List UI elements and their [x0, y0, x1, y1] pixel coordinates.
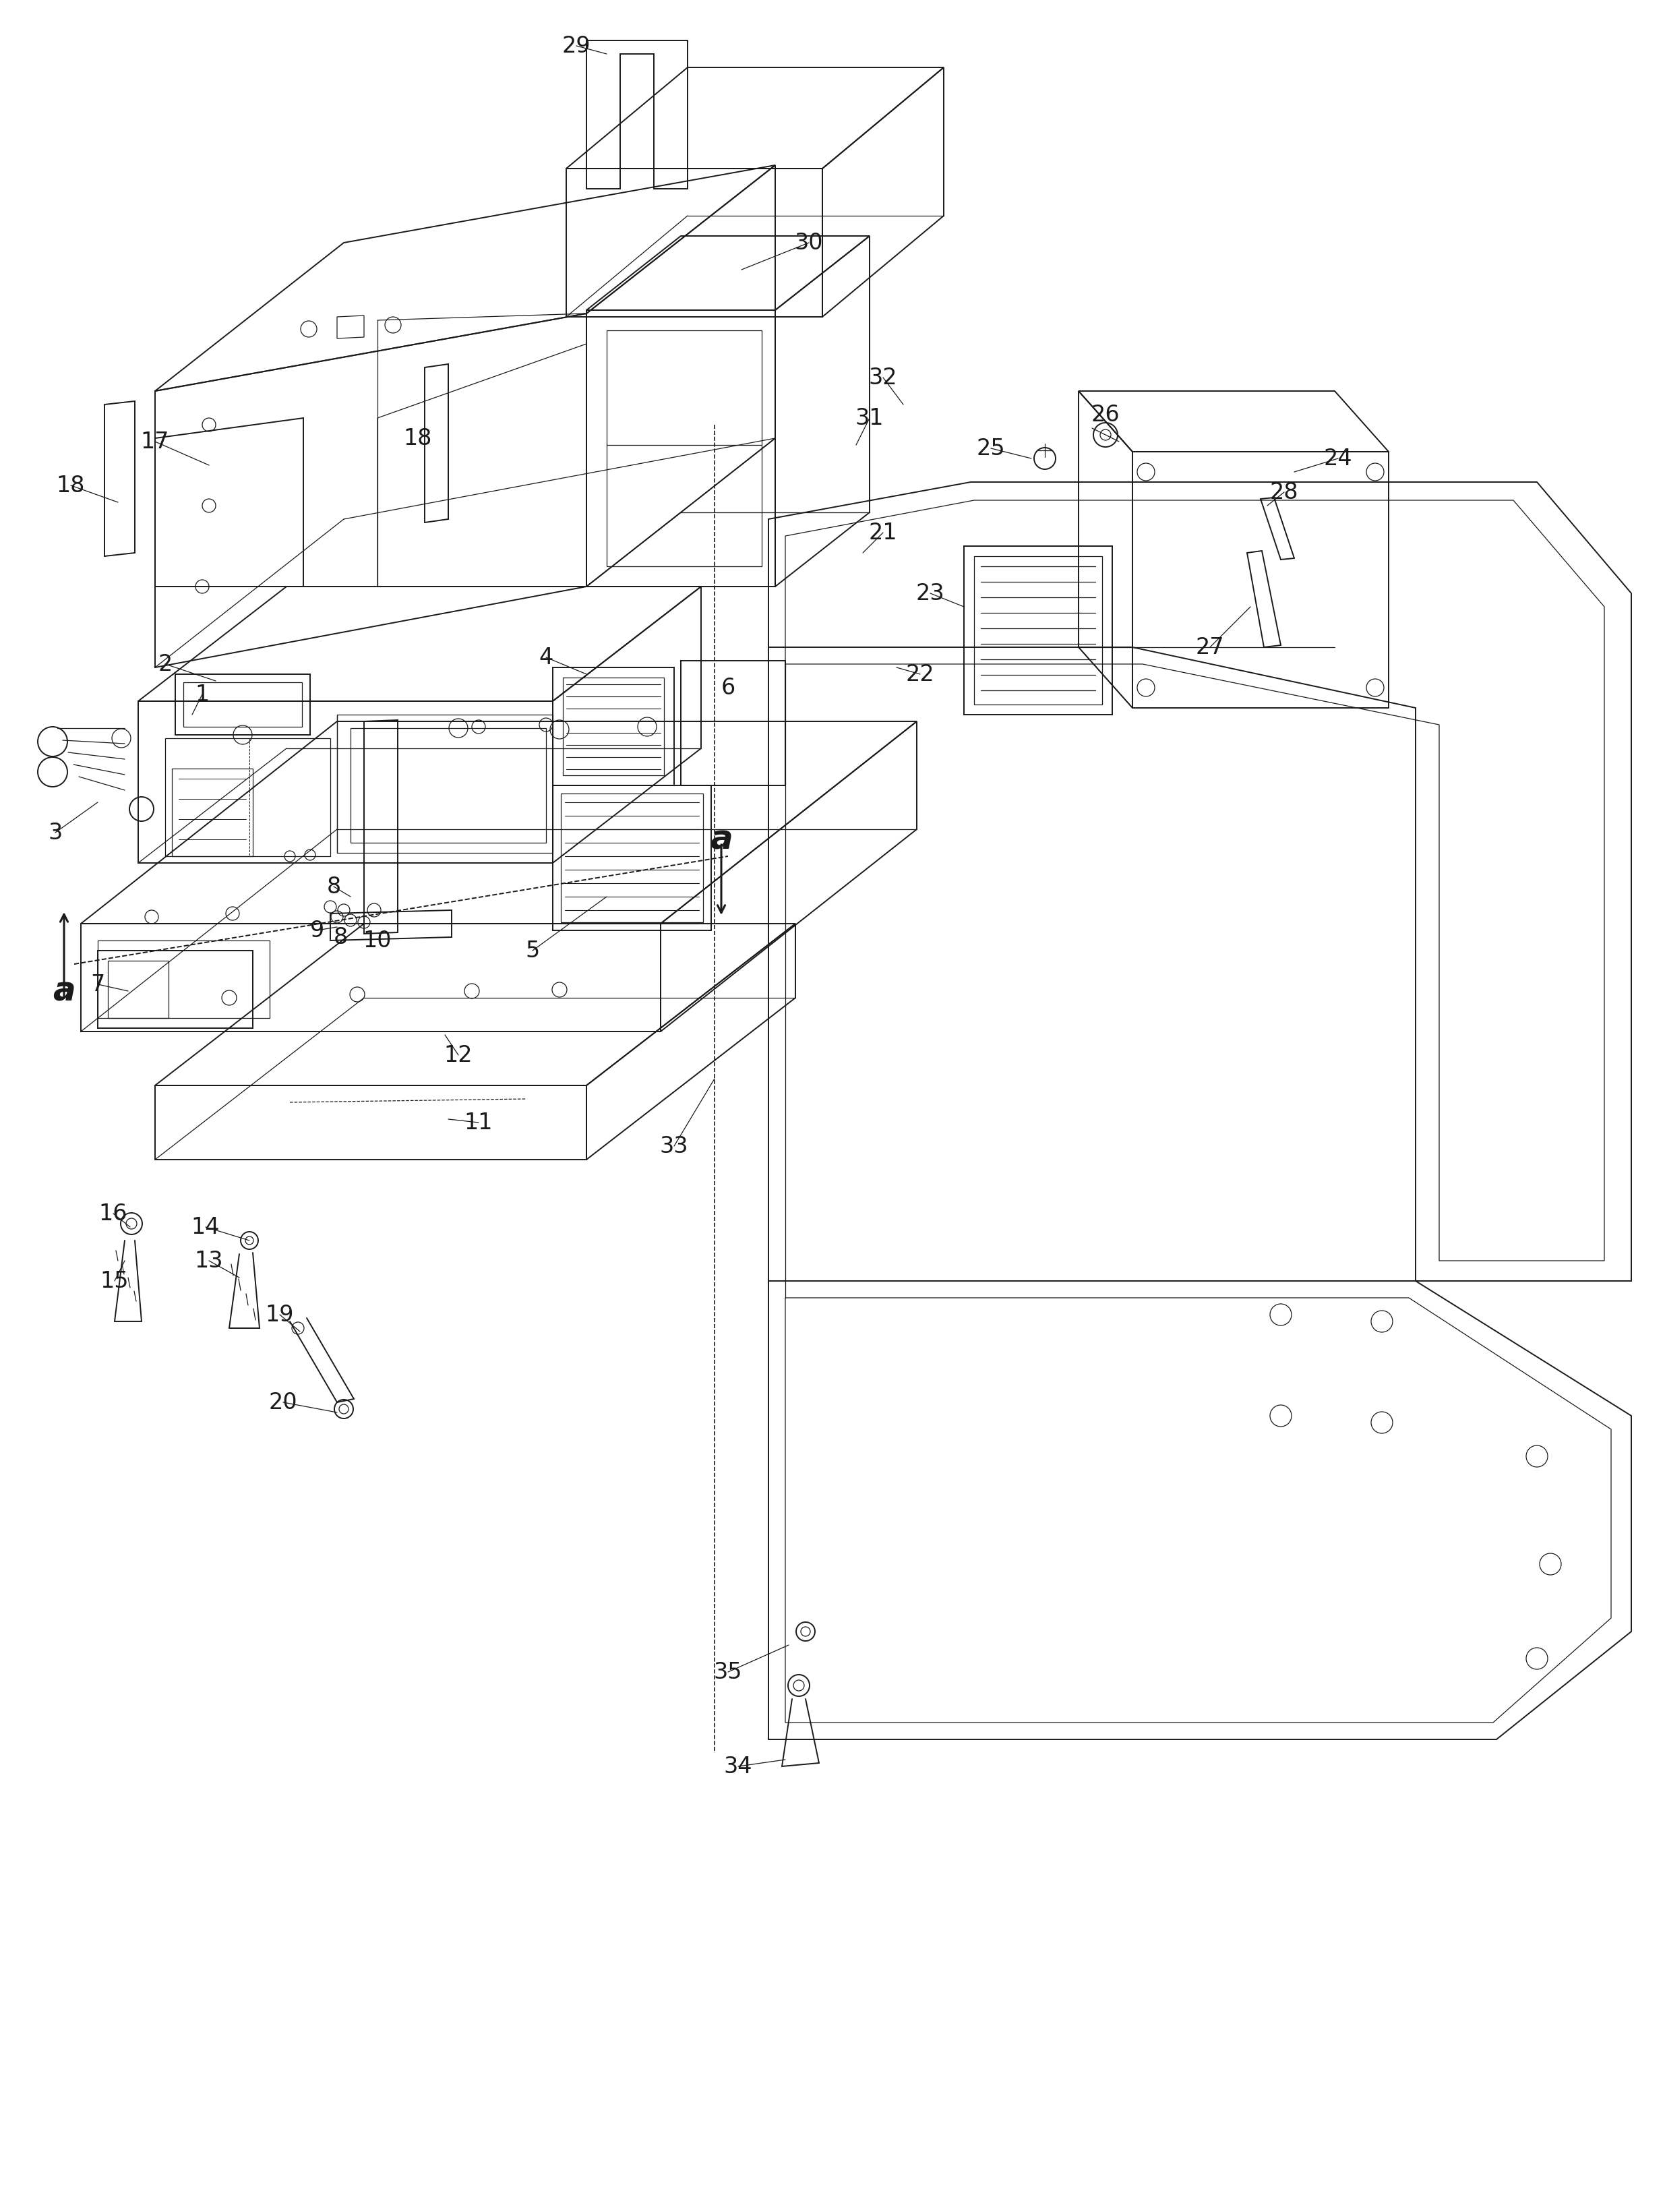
- Text: 19: 19: [265, 1303, 295, 1325]
- Text: 33: 33: [659, 1135, 688, 1157]
- Text: 12: 12: [445, 1044, 473, 1066]
- Text: 11: 11: [465, 1110, 493, 1133]
- Text: 20: 20: [268, 1391, 298, 1413]
- Text: 32: 32: [869, 367, 897, 389]
- Text: 26: 26: [1091, 403, 1121, 425]
- Text: 14: 14: [191, 1217, 220, 1239]
- Text: 6: 6: [721, 677, 736, 699]
- Text: 3: 3: [48, 821, 63, 843]
- Text: 35: 35: [714, 1661, 743, 1683]
- Text: 15: 15: [100, 1270, 128, 1292]
- Text: 8: 8: [326, 876, 341, 898]
- Text: 13: 13: [195, 1250, 223, 1272]
- Text: 18: 18: [403, 427, 433, 449]
- Text: 22: 22: [906, 664, 934, 686]
- Text: 28: 28: [1270, 480, 1299, 504]
- Text: 5: 5: [526, 940, 539, 962]
- Text: 18: 18: [57, 473, 85, 495]
- Text: 30: 30: [794, 232, 823, 254]
- Text: 27: 27: [1195, 637, 1224, 659]
- Text: 25: 25: [977, 438, 1006, 460]
- Text: 8: 8: [333, 927, 348, 949]
- Text: 7: 7: [90, 973, 105, 995]
- Text: 17: 17: [142, 431, 170, 453]
- Text: 1: 1: [195, 684, 210, 706]
- Text: 23: 23: [916, 582, 944, 604]
- Text: a: a: [53, 975, 75, 1006]
- Text: 24: 24: [1324, 447, 1352, 469]
- Text: 10: 10: [363, 929, 391, 951]
- Text: 29: 29: [563, 35, 591, 58]
- Text: 2: 2: [158, 653, 173, 675]
- Text: 34: 34: [724, 1756, 753, 1778]
- Text: 31: 31: [856, 407, 884, 429]
- Text: 4: 4: [539, 646, 553, 668]
- Text: 16: 16: [98, 1203, 128, 1225]
- Text: 9: 9: [310, 920, 325, 942]
- Text: 21: 21: [869, 522, 897, 544]
- Text: a: a: [709, 823, 733, 856]
